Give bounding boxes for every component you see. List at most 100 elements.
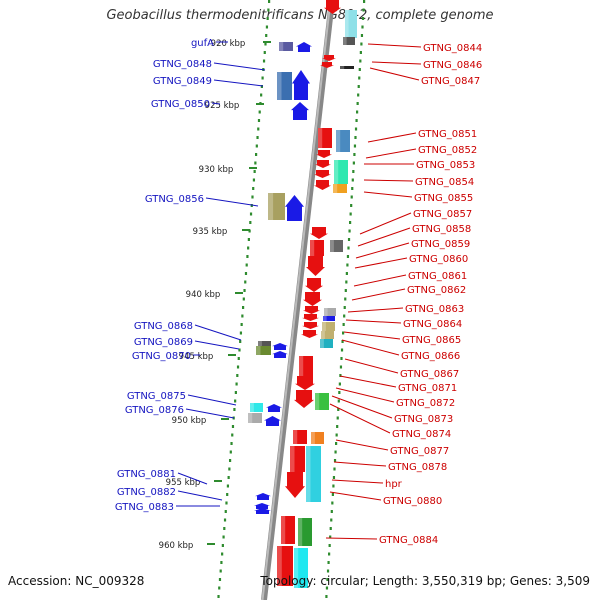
dotted-track-right (336, 416, 339, 420)
gene-feature-block-shade (298, 518, 303, 546)
gene-label-reverse: GTNG_0862 (407, 285, 466, 296)
reverse-gene-arrow (314, 170, 331, 178)
dotted-track-left (236, 374, 239, 377)
dotted-track-left (260, 85, 263, 88)
dotted-track-right (345, 272, 348, 275)
gene-label-reverse: GTNG_0855 (414, 193, 473, 204)
dotted-track-right (363, 0, 366, 3)
dotted-track-left (231, 425, 235, 428)
dotted-track-left (227, 476, 230, 479)
gene-label-reverse: GTNG_0880 (383, 496, 442, 507)
scale-tick-label: 945 kbp (179, 352, 214, 362)
gene-feature-block (310, 240, 324, 256)
gene-feature-block-shade (294, 548, 299, 588)
gene-feature-block-shade (256, 346, 261, 355)
gene-label-reverse: GTNG_0852 (418, 145, 477, 156)
gene-leader-line (333, 461, 387, 467)
dotted-track-left (266, 17, 269, 20)
forward-gene-arrow (296, 42, 312, 52)
dotted-track-left (226, 493, 229, 496)
dotted-track-left (236, 365, 240, 369)
gene-leader-line (369, 67, 420, 81)
dotted-track-right (325, 595, 328, 598)
gene-feature-block-shade (322, 322, 326, 331)
gene-feature-block-shade (299, 356, 304, 376)
gene-leader-line (185, 408, 235, 419)
gene-leader-line (331, 479, 384, 484)
dotted-track-left (229, 450, 232, 454)
gene-label-reverse: GTNG_0865 (402, 335, 461, 346)
dotted-track-left (237, 357, 240, 360)
gene-label-forward: GTNG_0876 (125, 405, 184, 416)
dotted-track-left (235, 382, 238, 386)
gene-leader-line (194, 340, 240, 350)
dotted-track-right (340, 357, 343, 360)
dotted-track-right (354, 127, 358, 131)
dotted-track-right (360, 42, 363, 46)
gene-feature-block (311, 432, 324, 444)
gene-leader-line (355, 242, 410, 259)
dotted-track-left (238, 348, 241, 352)
gene-feature-block (321, 331, 334, 339)
dotted-track-left (245, 263, 248, 267)
dotted-track-right (347, 246, 350, 250)
gene-feature-block (330, 240, 343, 252)
dotted-track-right (340, 348, 344, 352)
dotted-track-right (336, 425, 339, 428)
gene-leader-line (177, 490, 223, 501)
gene-leader-line (357, 227, 411, 247)
gene-feature-block (345, 10, 357, 38)
gene-feature-block (324, 308, 336, 316)
dotted-track-left (234, 399, 237, 403)
gene-label-reverse: GTNG_0884 (379, 535, 438, 546)
gene-leader-line (329, 403, 391, 434)
dotted-track-right (350, 204, 353, 207)
gene-feature-block-shade (333, 184, 338, 193)
dotted-track-right (347, 238, 351, 241)
dotted-track-left (220, 561, 223, 564)
gene-label-forward: GTNG_0868 (134, 321, 193, 332)
dotted-track-right (328, 552, 331, 556)
dotted-track-right (357, 85, 360, 88)
gene-feature-block (334, 160, 348, 184)
gene-feature-block-shade (281, 516, 286, 544)
dotted-track-left (233, 408, 236, 411)
gene-feature-block-shade (293, 430, 298, 444)
gene-feature-block (318, 128, 332, 148)
dotted-track-left (219, 569, 222, 573)
gene-label-reverse: GTNG_0859 (411, 239, 470, 250)
gene-feature-block (340, 66, 354, 69)
dotted-track-right (339, 365, 343, 369)
gene-feature-block (281, 516, 295, 544)
gene-feature-block-shade (279, 42, 284, 51)
gene-leader-line (335, 387, 395, 403)
gene-leader-line (359, 212, 412, 235)
gene-leader-line (329, 491, 382, 501)
dotted-track-right (333, 467, 336, 471)
gene-feature-block-shade (343, 37, 347, 45)
dotted-track-right (326, 578, 329, 581)
gene-label-reverse: GTNG_0867 (400, 369, 459, 380)
dotted-track-right (338, 382, 341, 386)
gene-label-reverse: GTNG_0860 (409, 254, 468, 265)
gene-feature-block (333, 184, 347, 193)
dotted-track-right (353, 153, 356, 156)
gene-label-reverse: GTNG_0844 (423, 43, 482, 54)
dotted-track-right (344, 297, 347, 301)
dotted-track-left (241, 314, 244, 318)
gene-feature-block-shade (340, 66, 345, 69)
dotted-track-left (263, 51, 266, 54)
dotted-track-left (240, 323, 243, 326)
gene-leader-line (344, 358, 399, 374)
dotted-track-right (346, 255, 350, 258)
gene-label-reverse: GTNG_0846 (423, 60, 482, 71)
dotted-track-right (325, 586, 329, 590)
reverse-gene-arrow (322, 55, 336, 61)
gene-leader-line (205, 197, 259, 207)
gene-label-reverse: GTNG_0847 (421, 76, 480, 87)
dotted-track-left (221, 544, 224, 547)
gene-feature-block-shade (315, 393, 320, 410)
dotted-track-left (218, 586, 221, 590)
gene-label-forward: GTNG_0881 (117, 469, 176, 480)
